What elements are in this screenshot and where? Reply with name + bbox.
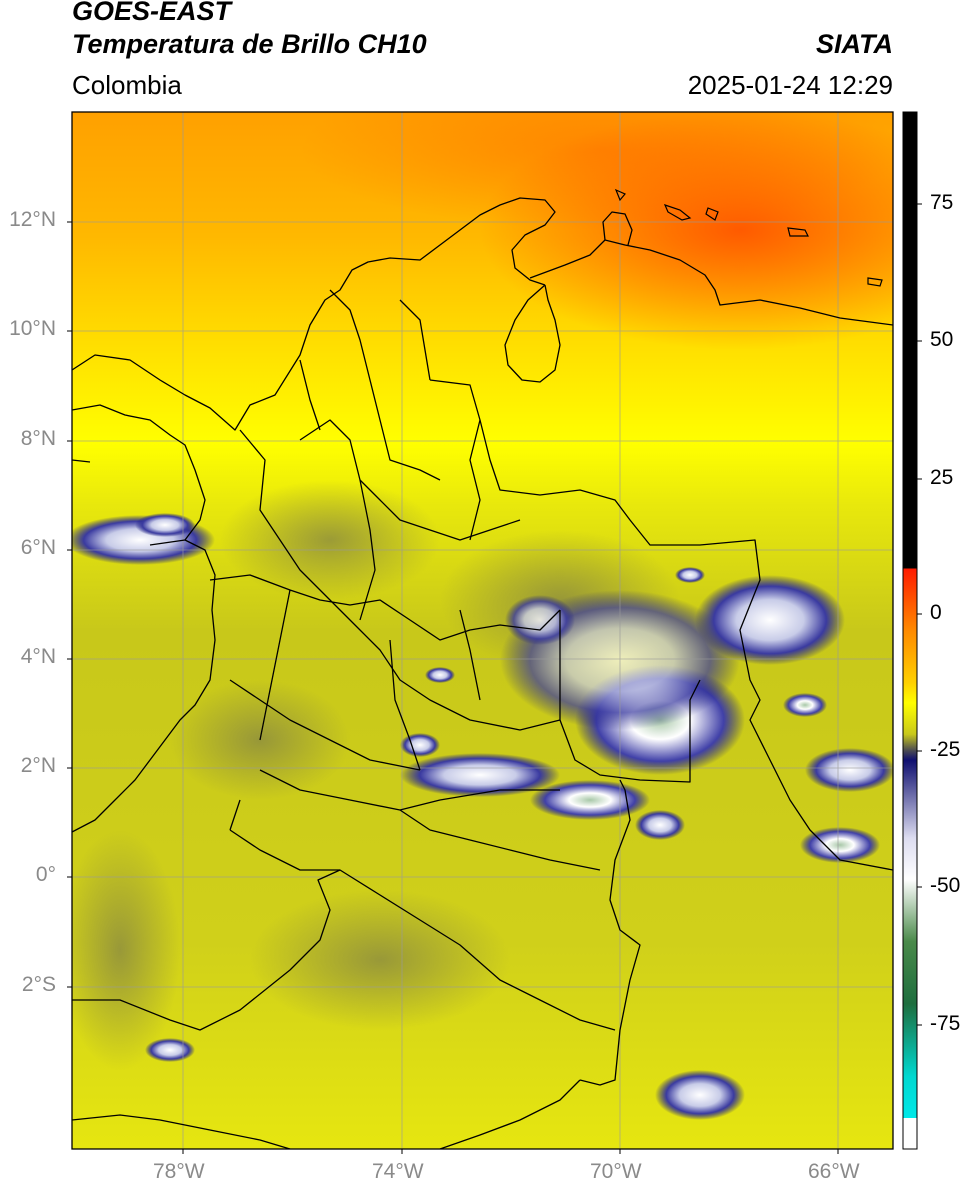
colorbar-tick: 0 (930, 601, 942, 624)
satellite-title: GOES-EAST (72, 0, 232, 26)
lon-label: 78°W (153, 1160, 205, 1183)
lat-label: 12°N (9, 208, 56, 231)
lat-label: 4°N (20, 645, 56, 668)
colorbar-tick: -75 (930, 1012, 961, 1035)
colorbar (902, 111, 918, 1150)
colorbar-tick: 50 (930, 328, 954, 351)
lon-label: 70°W (590, 1160, 642, 1183)
colorbar-tick: -25 (930, 738, 961, 761)
lat-label: 6°N (20, 536, 56, 559)
product-title: Temperatura de Brillo CH10 (72, 29, 427, 59)
lat-label: 10°N (9, 317, 56, 340)
lon-label: 74°W (372, 1160, 424, 1183)
agency-label: SIATA (816, 29, 893, 59)
colorbar-tick: -50 (930, 874, 961, 897)
lat-label: 2°N (20, 754, 56, 777)
region-label: Colombia (72, 70, 182, 100)
colorbar-tick: 25 (930, 466, 954, 489)
colorbar-tick: 75 (930, 191, 954, 214)
lat-label: 0° (35, 863, 56, 886)
datetime-label: 2025-01-24 12:29 (687, 70, 893, 100)
lat-label: 2°S (21, 973, 56, 996)
lon-label: 66°W (808, 1160, 860, 1183)
lat-label: 8°N (20, 427, 56, 450)
